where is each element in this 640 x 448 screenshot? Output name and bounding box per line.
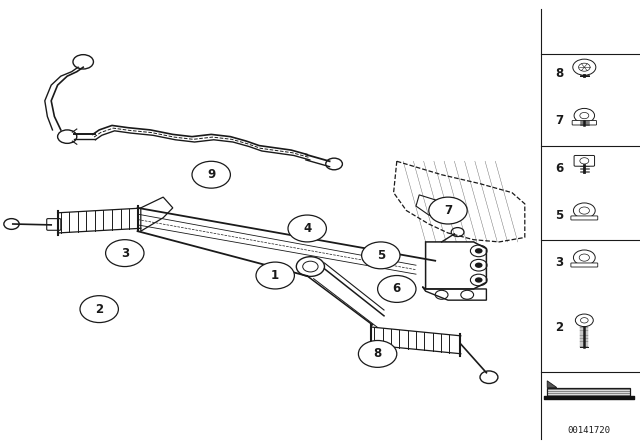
Circle shape bbox=[475, 263, 483, 268]
Circle shape bbox=[573, 250, 595, 265]
FancyBboxPatch shape bbox=[571, 263, 598, 267]
Text: 5: 5 bbox=[555, 208, 563, 222]
Circle shape bbox=[475, 277, 483, 283]
Circle shape bbox=[358, 340, 397, 367]
FancyBboxPatch shape bbox=[571, 216, 598, 220]
Text: 6: 6 bbox=[555, 161, 563, 175]
Polygon shape bbox=[547, 388, 630, 396]
Circle shape bbox=[80, 296, 118, 323]
Text: 5: 5 bbox=[377, 249, 385, 262]
Text: 2: 2 bbox=[95, 302, 103, 316]
Circle shape bbox=[362, 242, 400, 269]
Text: 00141720: 00141720 bbox=[567, 426, 611, 435]
Text: 8: 8 bbox=[374, 347, 381, 361]
Circle shape bbox=[475, 248, 483, 254]
Circle shape bbox=[378, 276, 416, 302]
Circle shape bbox=[429, 197, 467, 224]
Text: 7: 7 bbox=[444, 204, 452, 217]
Circle shape bbox=[256, 262, 294, 289]
Circle shape bbox=[574, 108, 595, 123]
Text: 9: 9 bbox=[207, 168, 215, 181]
FancyBboxPatch shape bbox=[572, 121, 596, 125]
Text: 1: 1 bbox=[271, 269, 279, 282]
Text: 4: 4 bbox=[303, 222, 311, 235]
Text: 7: 7 bbox=[555, 114, 563, 128]
Circle shape bbox=[573, 203, 595, 218]
Polygon shape bbox=[547, 381, 557, 388]
Text: 8: 8 bbox=[555, 67, 563, 81]
Text: 3: 3 bbox=[555, 255, 563, 269]
Text: 2: 2 bbox=[555, 320, 563, 334]
Text: 6: 6 bbox=[393, 282, 401, 296]
Circle shape bbox=[192, 161, 230, 188]
Circle shape bbox=[106, 240, 144, 267]
Text: 3: 3 bbox=[121, 246, 129, 260]
Circle shape bbox=[288, 215, 326, 242]
Circle shape bbox=[575, 314, 593, 327]
FancyBboxPatch shape bbox=[574, 155, 595, 166]
Circle shape bbox=[573, 59, 596, 75]
